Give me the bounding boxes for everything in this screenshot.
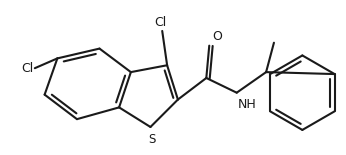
- Text: S: S: [148, 133, 155, 146]
- Text: NH: NH: [238, 98, 256, 111]
- Text: Cl: Cl: [154, 16, 166, 29]
- Text: O: O: [212, 30, 222, 43]
- Text: Cl: Cl: [21, 62, 33, 75]
